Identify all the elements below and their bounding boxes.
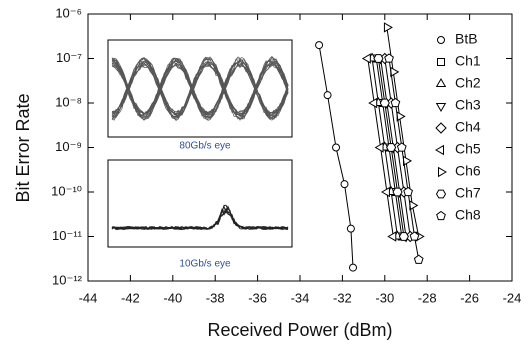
x-tick-label: -40 [163,290,182,305]
marker [436,123,446,133]
marker [439,168,447,177]
x-axis-title: Received Power (dBm) [207,320,392,340]
marker [388,232,396,241]
inset-80g: 80Gb/s eye [108,40,292,152]
chart: 80Gb/s eye 10Gb/s eye Received Power (dB… [0,0,530,349]
legend-label: Ch4 [455,119,481,135]
x-tick-label: -24 [503,290,522,305]
marker [399,233,408,241]
inset-caption: 10Gb/s eye [179,259,231,270]
x-tick-label: -38 [206,290,225,305]
marker [376,143,384,152]
y-tick-label: 10⁻⁷ [56,50,82,65]
marker [387,144,396,152]
fit-line [389,59,419,260]
marker [438,59,445,66]
x-tick-label: -28 [418,290,437,305]
marker [393,188,402,196]
legend-label: Ch5 [455,141,481,157]
marker [324,92,331,99]
x-tick-label: -26 [460,290,479,305]
marker [437,212,446,220]
marker [391,68,399,77]
marker [410,201,418,210]
legend-label: BtB [455,31,478,47]
marker [437,104,446,112]
x-tick-label: -42 [121,290,140,305]
legend-label: Ch7 [455,185,481,201]
marker [437,190,446,198]
inset-caption: 80Gb/s eye [179,141,231,152]
marker [382,188,390,197]
fit-line [319,45,353,268]
x-tick-label: -32 [333,290,352,305]
legend-label: Ch1 [455,53,481,69]
marker [438,37,445,44]
legend-label: Ch6 [455,163,481,179]
marker [363,54,371,63]
x-tick-label: -34 [291,290,310,305]
y-tick-label: 10⁻¹⁰ [51,183,82,198]
inset-frame [108,40,292,137]
marker [380,99,389,107]
x-tick-label: -36 [248,290,267,305]
inset-frame [108,160,292,247]
y-tick-label: 10⁻⁸ [55,94,82,109]
marker [374,55,383,63]
y-tick-label: 10⁻¹¹ [52,228,83,243]
marker [437,79,446,87]
legend-label: Ch2 [455,75,481,91]
y-tick-label: 10⁻⁹ [55,139,82,154]
y-axis-title: Bit Error Rate [13,93,33,202]
marker [347,225,354,232]
marker [369,99,377,108]
marker [341,181,348,188]
marker [414,255,423,263]
y-tick-label: 10⁻⁶ [55,5,82,20]
marker [350,264,357,271]
marker [436,146,444,155]
legend-label: Ch8 [455,207,481,223]
marker [384,23,392,32]
inset-10g: 10Gb/s eye [108,160,292,270]
x-tick-label: -44 [79,290,98,305]
legend-label: Ch3 [455,97,481,113]
marker [333,144,340,151]
marker [316,42,323,49]
y-tick-label: 10⁻¹² [52,272,83,287]
x-tick-label: -30 [375,290,394,305]
